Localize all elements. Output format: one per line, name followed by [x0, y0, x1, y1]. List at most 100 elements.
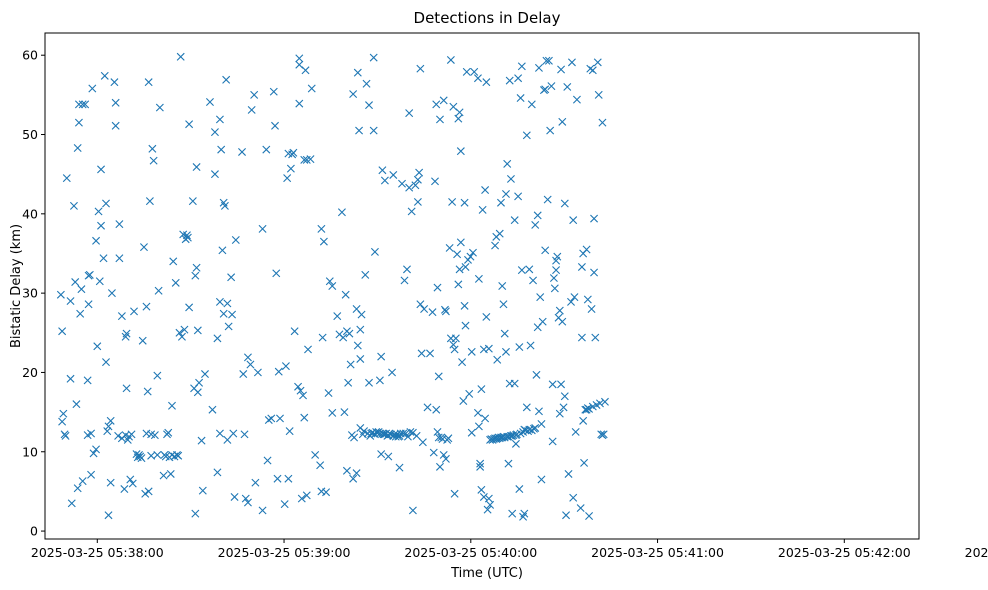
data-point [117, 312, 126, 321]
data-point [349, 90, 358, 99]
data-point [106, 478, 115, 487]
data-point [370, 247, 379, 256]
data-point [144, 487, 153, 496]
data-point [428, 308, 437, 317]
data-point [177, 332, 186, 341]
data-points [56, 52, 609, 521]
data-point [552, 266, 561, 275]
data-point [193, 388, 202, 397]
data-point [529, 276, 538, 285]
data-point [591, 333, 600, 342]
data-point [515, 485, 524, 494]
data-point [297, 494, 306, 503]
data-point [384, 452, 393, 461]
data-point [600, 397, 609, 406]
data-point [127, 430, 136, 439]
data-point [569, 216, 578, 225]
data-point [555, 306, 564, 315]
data-point [227, 273, 236, 282]
data-point [395, 463, 404, 472]
data-point [153, 450, 162, 459]
data-point [377, 352, 386, 361]
data-point [271, 121, 280, 130]
data-point [74, 100, 83, 109]
data-point [285, 427, 294, 436]
data-point [593, 58, 602, 67]
data-point [215, 429, 224, 438]
data-point [299, 391, 308, 400]
data-point [78, 477, 87, 486]
plot-frame [44, 32, 920, 540]
data-point [353, 341, 362, 350]
data-point [486, 500, 495, 509]
data-point [491, 241, 500, 250]
data-point [81, 100, 90, 109]
data-point [587, 305, 596, 313]
data-point [317, 224, 326, 233]
data-point [304, 345, 312, 354]
data-point [501, 347, 510, 356]
data-point [126, 475, 135, 484]
data-point [395, 431, 404, 440]
data-point [281, 362, 290, 371]
data-point [240, 430, 249, 439]
data-point [229, 429, 238, 438]
data-point [413, 197, 422, 206]
data-point [200, 370, 209, 379]
data-point [350, 433, 359, 442]
data-point [514, 74, 523, 83]
data-point [444, 434, 453, 443]
data-point [215, 115, 224, 124]
data-point [514, 192, 523, 201]
data-point [182, 231, 191, 240]
data-point [352, 469, 361, 478]
data-point [251, 478, 260, 487]
data-point [169, 257, 178, 266]
data-point [180, 325, 189, 334]
data-point [325, 277, 334, 286]
data-point [594, 90, 603, 99]
data-point [107, 289, 116, 298]
data-point [534, 63, 543, 72]
data-point [449, 340, 458, 349]
data-point [100, 71, 109, 80]
data-point [476, 462, 485, 471]
data-point [337, 208, 346, 217]
data-point [238, 147, 247, 156]
data-point [328, 282, 337, 290]
data-point [478, 205, 487, 214]
data-point [477, 385, 486, 394]
data-point [553, 252, 562, 261]
data-point [412, 431, 421, 440]
data-point [544, 56, 553, 65]
data-point [450, 489, 459, 498]
data-point [450, 345, 459, 354]
data-point [294, 382, 303, 391]
chart-title: Detections in Delay [414, 9, 561, 27]
data-point [115, 220, 124, 229]
data-point [423, 403, 432, 412]
data-point [174, 451, 183, 460]
data-point [77, 285, 86, 294]
y-tick-label: 20 [22, 365, 38, 380]
data-point [302, 491, 311, 500]
data-point [481, 414, 490, 423]
data-point [88, 84, 97, 93]
data-point [159, 471, 168, 480]
data-point [341, 290, 350, 299]
data-point [582, 245, 591, 254]
data-point [559, 403, 568, 412]
data-point [72, 400, 81, 409]
y-tick-label: 10 [22, 444, 38, 459]
data-point [483, 505, 492, 514]
data-point [175, 328, 184, 337]
x-tick-label: 2025-03-25 05:41:00 [591, 545, 724, 560]
data-point [183, 233, 192, 242]
data-point [563, 82, 572, 91]
data-point [97, 221, 106, 230]
data-point [522, 131, 531, 140]
data-point [241, 494, 250, 503]
data-point [369, 53, 378, 62]
data-point [454, 280, 463, 289]
data-point [526, 341, 535, 350]
